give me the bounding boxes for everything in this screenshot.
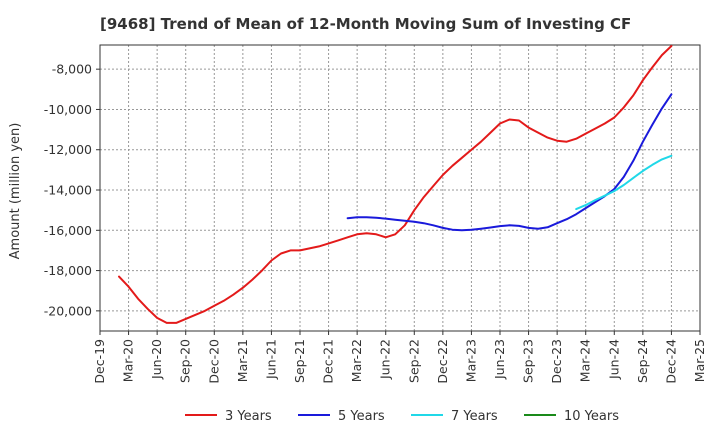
x-tick-label: Dec-23: [549, 339, 564, 384]
y-tick-label: -18,000: [44, 263, 92, 278]
x-tick-label: Jun-21: [263, 339, 278, 380]
x-tick-label: Sep-23: [521, 339, 536, 383]
legend-label: 10 Years: [564, 409, 619, 424]
legend-label: 3 Years: [225, 409, 272, 424]
x-tick-label: Mar-23: [463, 339, 478, 382]
y-tick-label: -10,000: [44, 102, 92, 117]
series-line-3-years: [118, 45, 673, 324]
x-tick-label: Dec-22: [435, 339, 450, 384]
x-tick-label: Dec-20: [206, 339, 221, 384]
x-tick-label: Jun-23: [492, 339, 507, 380]
legend-label: 7 Years: [451, 409, 498, 424]
y-axis-label: Amount (million yen): [8, 123, 23, 260]
y-tick-label: -20,000: [44, 303, 92, 318]
x-tick-label: Dec-24: [663, 339, 678, 384]
x-tick-label: Mar-24: [578, 339, 593, 382]
x-tick-label: Mar-21: [235, 339, 250, 382]
y-tick-label: -8,000: [52, 62, 92, 77]
plot-area: -20,000 -18,000 -16,000 -14,000 -12,000 -10,0…: [44, 44, 707, 384]
legend-label: 5 Years: [338, 409, 385, 424]
y-tick-label: -12,000: [44, 142, 92, 157]
x-tick-label: Dec-21: [321, 339, 336, 384]
plot-frame: [99, 44, 701, 332]
x-tick-label: Jun-22: [378, 339, 393, 380]
x-tick-label: Dec-19: [92, 339, 107, 384]
chart-title: [9468] Trend of Mean of 12-Month Moving …: [100, 15, 631, 33]
series-line-7-years: [575, 154, 673, 211]
x-tick-label: Mar-25: [692, 339, 707, 382]
x-tick-label: Mar-20: [121, 339, 136, 382]
x-tick-label: Sep-24: [635, 339, 650, 383]
y-tick-label: -16,000: [44, 223, 92, 238]
series-line-5-years: [346, 93, 673, 232]
x-tick-label: Jun-24: [606, 339, 621, 380]
y-tick-label: -14,000: [44, 183, 92, 198]
x-tick-label: Mar-22: [349, 339, 364, 382]
x-tick-label: Sep-22: [406, 339, 421, 383]
x-tick-label: Sep-21: [292, 339, 307, 383]
legend: 3 Years 5 Years 7 Years 10 Years: [185, 409, 619, 424]
x-tick-label: Sep-20: [178, 339, 193, 383]
x-tick-label: Jun-20: [149, 339, 164, 380]
